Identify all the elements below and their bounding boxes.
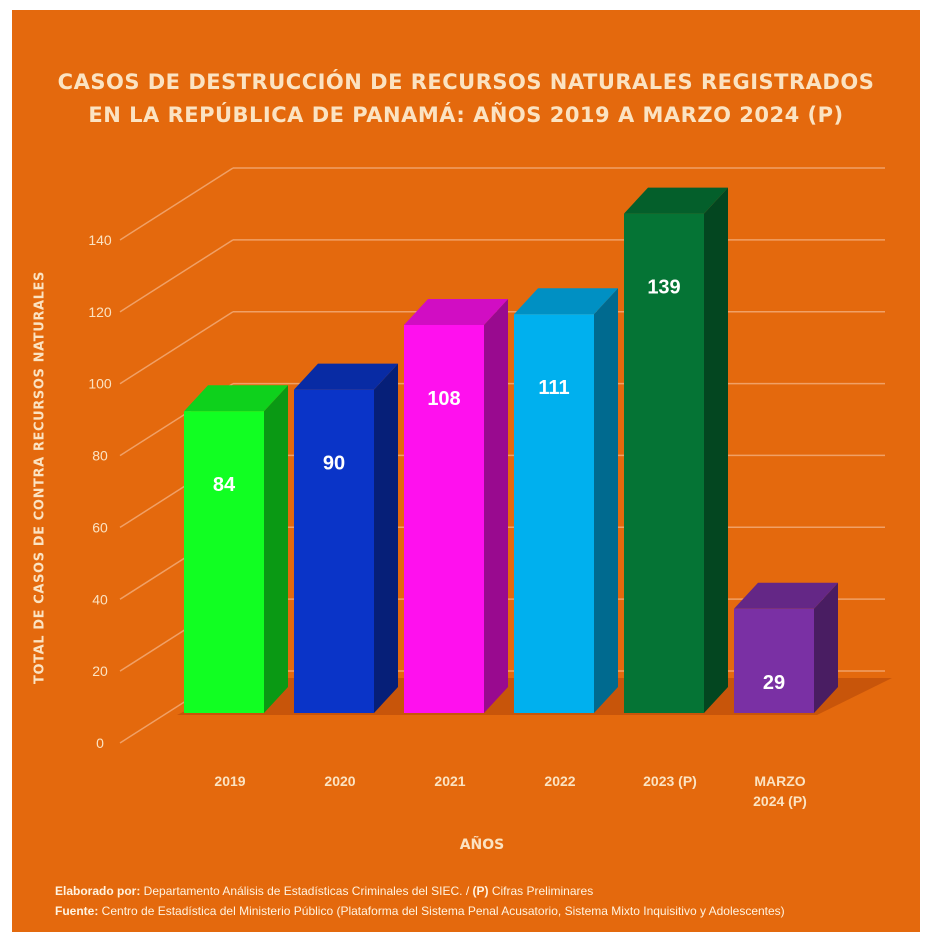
chart-title-line1: CASOS DE DESTRUCCIÓN DE RECURSOS NATURAL… bbox=[57, 70, 875, 94]
y-tick-label: 100 bbox=[88, 376, 112, 392]
bar-data-label: 90 bbox=[323, 453, 345, 475]
bar bbox=[734, 608, 814, 713]
footer-prelim-text: Cifras Preliminares bbox=[488, 884, 594, 898]
footer-prelim-label: (P) bbox=[472, 884, 489, 898]
y-tick-label: 80 bbox=[92, 448, 108, 464]
bar-top bbox=[734, 582, 838, 609]
bar bbox=[514, 314, 594, 713]
x-tick-label: 2023 (P) bbox=[643, 773, 697, 789]
bar-top bbox=[294, 363, 398, 390]
y-tick-label: 0 bbox=[96, 735, 104, 751]
bar bbox=[184, 411, 264, 713]
bar-data-label: 84 bbox=[213, 474, 236, 496]
y-tick-label: 20 bbox=[92, 663, 108, 679]
y-tick-label: 60 bbox=[92, 519, 108, 535]
bar-data-label: 108 bbox=[427, 388, 460, 410]
footer-source: Fuente: Centro de Estadística del Minist… bbox=[55, 904, 785, 918]
bar-side bbox=[594, 288, 618, 713]
y-tick-label: 140 bbox=[88, 232, 112, 248]
footer-made-by-label: Elaborado por: bbox=[55, 884, 141, 898]
x-tick-label: 2019 bbox=[214, 773, 245, 789]
bar-top bbox=[624, 187, 728, 214]
bar-data-label: 29 bbox=[763, 672, 785, 694]
bar-side bbox=[814, 582, 838, 713]
bar-side bbox=[484, 298, 508, 713]
x-tick-label: 2024 (P) bbox=[753, 793, 807, 809]
x-axis-label: AÑOS bbox=[459, 837, 505, 853]
chart-title-line2: EN LA REPÚBLICA DE PANAMÁ: AÑOS 2019 A M… bbox=[88, 103, 844, 127]
y-axis-label: TOTAL DE CASOS DE CONTRA RECURSOS NATURA… bbox=[32, 271, 48, 684]
bar-side bbox=[704, 187, 728, 714]
bar-top bbox=[404, 298, 508, 325]
gridline-diagonal bbox=[119, 311, 234, 385]
bar bbox=[624, 213, 704, 714]
chart-panel: CASOS DE DESTRUCCIÓN DE RECURSOS NATURAL… bbox=[12, 10, 920, 932]
y-tick-label: 40 bbox=[92, 591, 108, 607]
bar bbox=[404, 324, 484, 713]
bar-chart: 0 20 40 60 80 100 120 140 84 2019 90 2020 108 2021 111… bbox=[88, 167, 892, 809]
bar bbox=[294, 389, 374, 713]
y-tick-label: 120 bbox=[88, 304, 112, 320]
bar-top bbox=[514, 288, 618, 315]
bar-side bbox=[374, 363, 398, 713]
footer-made-by-text: Departamento Análisis de Estadísticas Cr… bbox=[140, 884, 473, 898]
gridline-diagonal bbox=[119, 167, 234, 241]
x-tick-label: 2021 bbox=[434, 773, 465, 789]
x-tick-label: MARZO bbox=[754, 773, 805, 789]
bar-data-label: 139 bbox=[647, 277, 680, 299]
bar-side bbox=[264, 385, 288, 713]
bar-data-label: 111 bbox=[538, 377, 569, 399]
footer-source-label: Fuente: bbox=[55, 904, 99, 918]
footer-credits: Elaborado por: Departamento Análisis de … bbox=[55, 884, 593, 898]
x-tick-label: 2022 bbox=[544, 773, 575, 789]
gridline-diagonal bbox=[119, 239, 234, 313]
footer-source-text: Centro de Estadística del Ministerio Púb… bbox=[98, 904, 785, 918]
bar-top bbox=[184, 385, 288, 412]
x-tick-label: 2020 bbox=[324, 773, 355, 789]
